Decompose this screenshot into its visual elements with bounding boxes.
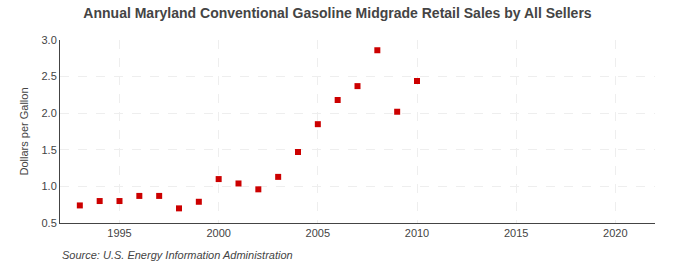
svg-text:3.0: 3.0 <box>42 34 57 46</box>
svg-text:Annual Maryland Conventional G: Annual Maryland Conventional Gasoline Mi… <box>83 5 591 21</box>
svg-text:1.0: 1.0 <box>42 180 57 192</box>
svg-text:Source: U.S. Energy Informatio: Source: U.S. Energy Information Administ… <box>62 249 293 261</box>
svg-text:1.5: 1.5 <box>42 144 57 156</box>
svg-text:1995: 1995 <box>107 227 131 239</box>
svg-text:2.0: 2.0 <box>42 107 57 119</box>
svg-text:0.5: 0.5 <box>42 217 57 229</box>
svg-text:2000: 2000 <box>206 227 230 239</box>
svg-text:2.5: 2.5 <box>42 70 57 82</box>
svg-text:2005: 2005 <box>306 227 330 239</box>
svg-text:2020: 2020 <box>603 227 627 239</box>
svg-text:Dollars per Gallon: Dollars per Gallon <box>18 87 30 175</box>
svg-text:2015: 2015 <box>504 227 528 239</box>
svg-text:2010: 2010 <box>405 227 429 239</box>
